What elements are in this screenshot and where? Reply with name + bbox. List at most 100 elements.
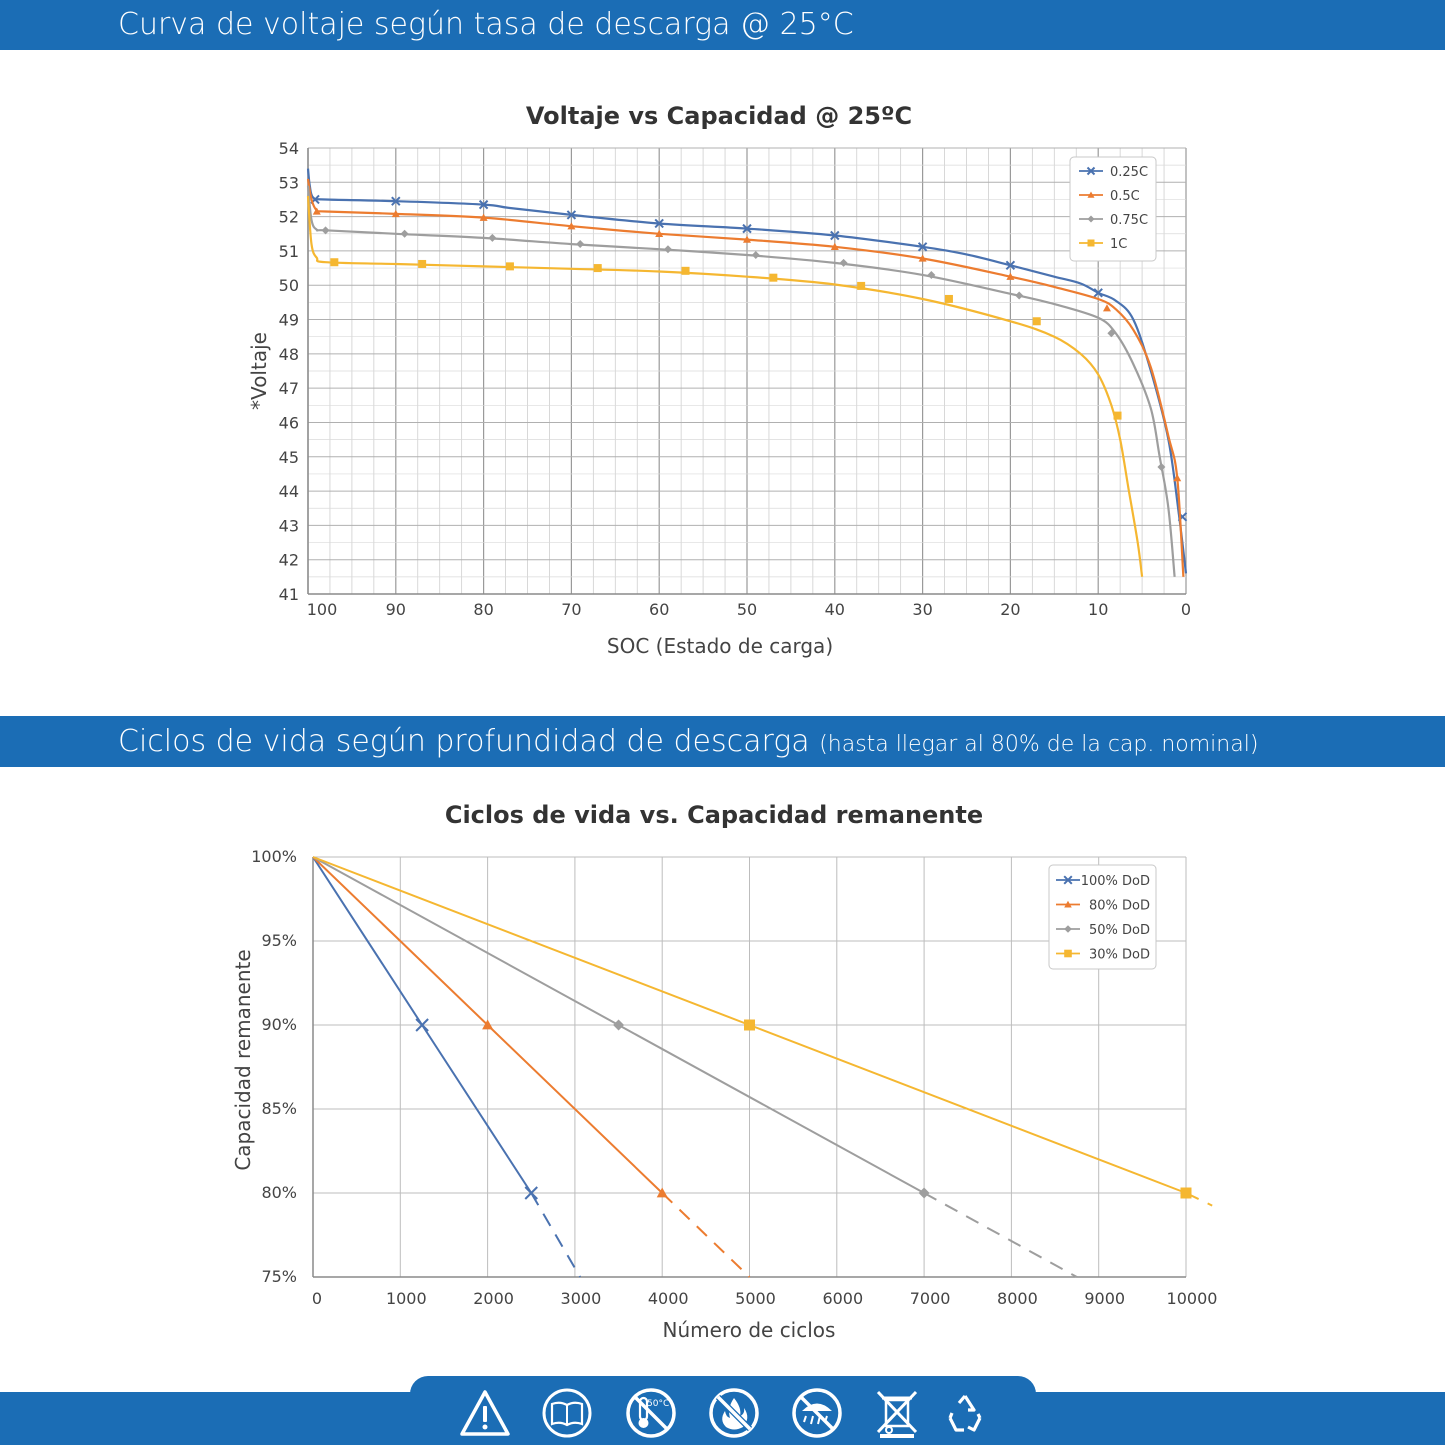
voltage-data-point: [1006, 272, 1015, 280]
voltage-data-point: [567, 222, 576, 230]
voltage-y-tick-label: 49: [279, 311, 299, 330]
voltage-series-1C: [306, 195, 1144, 577]
voltage-y-axis-label: *Voltaje: [247, 332, 271, 410]
voltage-legend-label: 0.25C: [1110, 165, 1148, 180]
cycles-x-tick-label: 10000: [1167, 1289, 1218, 1308]
voltage-data-point: [663, 245, 672, 254]
voltage-data-point: [830, 230, 840, 241]
voltage-y-tick-label: 44: [279, 482, 299, 501]
cycles-legend-marker: [1063, 875, 1073, 885]
voltage-x-axis-label: SOC (Estado de carga): [607, 634, 833, 658]
cycles-legend-label: 80% DoD: [1089, 899, 1150, 914]
voltage-data-point: [1005, 260, 1016, 271]
warning-icon: [460, 1390, 510, 1436]
voltage-data-point: [1015, 291, 1024, 300]
voltage-data-point: [1113, 411, 1122, 420]
voltage-data-point: [1093, 288, 1103, 298]
voltage-data-point: [1107, 329, 1116, 338]
cycles-x-tick-label: 4000: [648, 1289, 689, 1308]
cycles-series-projection: [530, 1192, 582, 1278]
voltage-y-tick-label: 45: [279, 448, 299, 467]
voltage-x-tick-label: 80: [473, 600, 493, 619]
voltage-x-tick-label: 70: [561, 600, 581, 619]
voltage-data-point: [418, 259, 427, 268]
temperature-limit-label: 50°C: [647, 1399, 669, 1409]
voltage-data-point: [576, 240, 585, 249]
cycles-x-tick-label: 8000: [997, 1289, 1038, 1308]
cycles-legend-marker: [1064, 900, 1072, 908]
no-fire-icon: [709, 1388, 759, 1438]
voltage-x-tick-label: 10: [1088, 600, 1108, 619]
cycles-legend-marker: [1064, 925, 1072, 933]
read-manual-icon: [542, 1388, 592, 1438]
voltage-series-line: [306, 185, 1176, 577]
cycles-chart-title: Ciclos de vida vs. Capacidad remanente: [445, 801, 983, 829]
cycles-x-tick-label: 2000: [473, 1289, 514, 1308]
voltage-data-point: [479, 213, 488, 221]
voltage-legend: 0.25C 0.5C 0.75C 1C: [1069, 156, 1157, 262]
no-high-temperature-icon: 50°C: [626, 1388, 676, 1438]
voltage-series-0.5C: [306, 178, 1185, 577]
voltage-section-title: Curva de voltaje según tasa de descarga …: [118, 7, 854, 42]
voltage-legend-label: 0.75C: [1110, 213, 1148, 228]
cycles-legend-label: 50% DoD: [1089, 923, 1150, 938]
voltage-data-point: [742, 223, 752, 234]
voltage-y-tick-label: 41: [279, 585, 299, 604]
voltage-y-tick-label: 53: [279, 173, 299, 192]
voltage-y-tick-label: 50: [279, 276, 299, 295]
voltage-y-tick-label: 51: [279, 242, 299, 261]
cycles-y-tick-label: 95%: [261, 931, 297, 950]
voltage-data-point: [743, 235, 751, 243]
voltage-legend-marker: [1087, 191, 1095, 198]
voltage-data-point: [391, 196, 401, 206]
voltage-data-point: [1032, 317, 1041, 326]
cycles-series-projection: [661, 1192, 751, 1278]
voltage-legend-label: 0.5C: [1110, 189, 1140, 204]
cycles-chart: 75% 80% 85% 90% 95% 100% 0 1000 2000 3000 4000 5000…: [231, 801, 1218, 1342]
voltage-x-tick-label: 40: [825, 600, 845, 619]
voltage-data-point: [830, 242, 839, 251]
voltage-data-point: [505, 262, 514, 271]
cycles-x-tick-label: 0: [312, 1289, 322, 1308]
cycles-data-point: [613, 1019, 625, 1031]
voltage-data-point: [1173, 474, 1182, 482]
voltage-x-tick-label: 20: [1000, 600, 1020, 619]
voltage-y-tick-label: 43: [279, 516, 299, 535]
cycles-data-point: [415, 1018, 429, 1032]
voltage-data-point: [655, 229, 664, 237]
cycles-y-tick-label: 100%: [251, 847, 297, 866]
cycles-series-projection: [923, 1192, 1078, 1278]
cycles-x-tick-label: 5000: [735, 1289, 776, 1308]
voltage-data-point: [400, 229, 409, 238]
cycles-section-banner: Ciclos de vida según profundidad de desc…: [0, 716, 1445, 767]
cycles-data-point: [744, 1019, 755, 1031]
voltage-x-tick-label: 90: [386, 600, 406, 619]
voltage-x-tick-label: 60: [649, 600, 669, 619]
cycles-series-100% DoD: [312, 856, 582, 1278]
voltage-data-point: [478, 199, 489, 210]
cycles-x-tick-label: 3000: [561, 1289, 602, 1308]
cycles-x-tick-label: 1000: [386, 1289, 427, 1308]
voltage-series-0.75C: [306, 185, 1176, 577]
no-trash-bin-icon: [876, 1390, 918, 1438]
voltage-series-line: [306, 168, 1188, 574]
cycles-x-axis-label: Número de ciclos: [663, 1318, 836, 1342]
voltage-x-tick-label: 50: [737, 600, 757, 619]
cycles-legend-label: 30% DoD: [1089, 948, 1150, 963]
voltage-data-point: [839, 258, 848, 267]
voltage-data-point: [566, 210, 577, 220]
voltage-series-0.25C: [306, 168, 1188, 574]
voltage-series-line: [306, 178, 1185, 577]
voltage-series-line: [306, 195, 1144, 577]
no-water-icon: [792, 1388, 842, 1438]
cycles-x-tick-label: 9000: [1084, 1289, 1125, 1308]
voltage-y-tick-label: 54: [279, 139, 299, 158]
voltage-data-point: [593, 264, 602, 273]
voltage-section-banner: Curva de voltaje según tasa de descarga …: [0, 0, 1445, 50]
voltage-data-point: [918, 254, 927, 262]
voltage-chart-title: Voltaje vs Capacidad @ 25ºC: [526, 102, 912, 130]
voltage-y-tick-label: 46: [279, 413, 299, 432]
voltage-data-point: [944, 294, 953, 303]
cycles-section-subtitle: (hasta llegar al 80% de la cap. nominal): [819, 732, 1259, 757]
